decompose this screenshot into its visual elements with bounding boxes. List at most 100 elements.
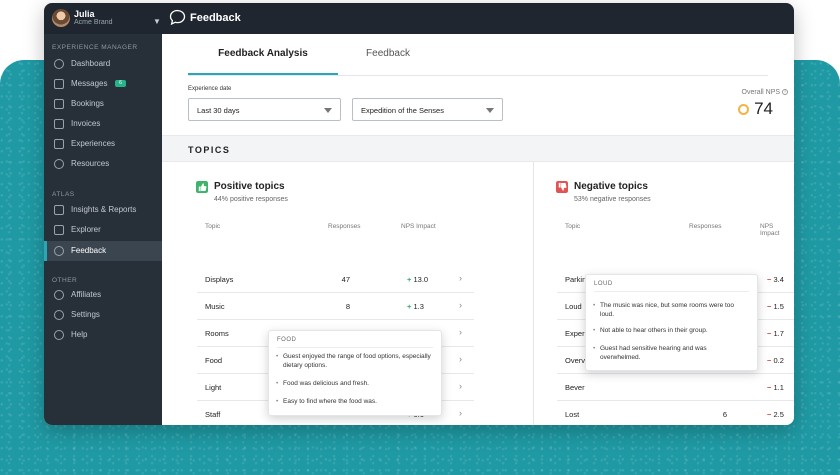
affiliates-icon [54, 290, 64, 300]
sidebar-item-dashboard[interactable]: Dashboard [44, 54, 162, 74]
table-row[interactable]: Displays 47 + 13.0 › [197, 266, 474, 293]
sidebar-item-help[interactable]: Help [44, 325, 162, 345]
topic-cell: Rooms [205, 329, 229, 338]
nps-value: 74 [754, 99, 773, 118]
table-row[interactable]: Bever− 1.1› [557, 374, 794, 401]
help-icon [54, 330, 64, 340]
mail-icon [54, 79, 64, 89]
nps-impact-cell: − 2.5 [767, 410, 784, 419]
dashboard-icon [54, 59, 64, 69]
thumbs-down-icon [556, 181, 568, 193]
col-responses: Responses [689, 223, 722, 230]
col-responses: Responses [328, 223, 361, 230]
experience-date-label: Experience date [188, 86, 232, 92]
avatar [52, 9, 70, 27]
responses-cell: 47 [341, 275, 350, 284]
sidebar-section-atlas: ATLAS [52, 191, 75, 198]
topic-cell: Food [205, 356, 223, 365]
table-row[interactable]: Overv− 0.2› [557, 347, 794, 374]
sidebar-item-feedback[interactable]: Feedback [44, 241, 162, 261]
nps-impact-cell: − 1.7 [767, 329, 784, 338]
sidebar-item-bookings[interactable]: Bookings [44, 94, 162, 114]
dropdown-arrow-icon [324, 108, 332, 113]
tooltip-item: Guest had sensitive hearing and was over… [593, 345, 747, 362]
chevron-right-icon[interactable]: › [459, 327, 462, 337]
user-brand: Acme Brand [74, 19, 113, 26]
tooltip-item: Easy to find where the food was. [276, 398, 431, 407]
sidebar: EXPERIENCE MANAGER Dashboard Messages 6 … [44, 34, 162, 425]
table-row[interactable]: Music 8 + 1.3 › [197, 293, 474, 320]
sidebar-item-resources[interactable]: Resources [44, 154, 162, 174]
chevron-right-icon[interactable]: › [459, 300, 462, 310]
tooltip-item: Guest enjoyed the range of food options,… [276, 353, 431, 370]
chevron-right-icon[interactable]: › [459, 273, 462, 283]
calendar-icon [54, 99, 64, 109]
positive-title: Positive topics [214, 181, 285, 192]
negative-title: Negative topics [574, 181, 648, 192]
topic-cell: Music [205, 302, 225, 311]
sidebar-section-other: OTHER [52, 277, 78, 284]
nps-indicator-icon [738, 104, 749, 115]
resources-icon [54, 159, 64, 169]
sidebar-item-experiences[interactable]: Experiences [44, 134, 162, 154]
sidebar-item-affiliates[interactable]: Affiliates [44, 285, 162, 305]
user-name: Julia [74, 9, 95, 19]
col-topic: Topic [565, 223, 581, 230]
topic-cell: Displays [205, 275, 234, 284]
messages-badge: 6 [115, 80, 126, 87]
top-bar: Julia Acme Brand ▼ Feedback [44, 3, 794, 34]
tab-divider [188, 75, 768, 76]
dropdown-arrow-icon [486, 108, 494, 113]
positive-subtitle: 44% positive responses [214, 196, 288, 203]
sidebar-item-invoices[interactable]: Invoices [44, 114, 162, 134]
topic-cell: Light [205, 383, 222, 392]
app-window: Julia Acme Brand ▼ Feedback EXPERIENCE M… [44, 3, 794, 425]
sidebar-item-messages[interactable]: Messages 6 [44, 74, 162, 94]
negative-topics-panel: Negative topics 53% negative responses T… [535, 162, 794, 425]
main-content: Feedback Analysis Feedback Experience da… [162, 34, 794, 425]
experiences-icon [54, 139, 64, 149]
tab-feedback[interactable]: Feedback [366, 48, 410, 59]
topic-cell: Staff [205, 410, 221, 419]
nps-impact-cell: − 3.4 [767, 275, 784, 284]
thumbs-up-icon [196, 181, 208, 193]
experience-select[interactable]: Expedition of the Senses [352, 98, 503, 121]
date-range-select[interactable]: Last 30 days [188, 98, 341, 121]
tooltip-item: The music was nice, but some rooms were … [593, 302, 747, 319]
topic-cell: Loud [565, 302, 582, 311]
explorer-icon [54, 225, 64, 235]
feedback-icon [54, 246, 64, 256]
col-nps-impact: NPS Impact [401, 223, 436, 230]
chevron-right-icon[interactable]: › [459, 408, 462, 418]
nps-impact-cell: + 1.3 [407, 302, 424, 311]
chevron-down-icon[interactable]: ▼ [153, 17, 161, 26]
tab-feedback-analysis[interactable]: Feedback Analysis [218, 48, 308, 59]
topic-cell: Parking [565, 275, 591, 284]
sidebar-item-settings[interactable]: Settings [44, 305, 162, 325]
loud-tooltip: LOUD The music was nice, but some rooms … [585, 274, 758, 371]
user-menu[interactable]: Julia Acme Brand ▼ [52, 8, 162, 30]
topic-cell: Overv [565, 356, 586, 365]
tooltip-item: Not able to hear others in their group. [593, 327, 747, 336]
invoice-icon [54, 119, 64, 129]
col-nps-impact: NPS Impact [760, 223, 780, 237]
nps-impact-cell: − 1.1 [767, 383, 784, 392]
sidebar-section-experience: EXPERIENCE MANAGER [52, 44, 138, 51]
topics-header: TOPICS [162, 135, 794, 162]
feedback-bubble-icon [169, 9, 186, 26]
info-icon[interactable]: ? [782, 89, 788, 95]
nps-label: Overall NPS ? [741, 89, 788, 96]
chevron-right-icon[interactable]: › [459, 381, 462, 391]
food-tooltip: FOOD Guest enjoyed the range of food opt… [268, 330, 442, 416]
sidebar-item-explorer[interactable]: Explorer [44, 220, 162, 240]
chevron-right-icon[interactable]: › [459, 354, 462, 364]
negative-subtitle: 53% negative responses [574, 196, 651, 203]
nps-impact-cell: − 0.2 [767, 356, 784, 365]
responses-cell: 6 [722, 410, 727, 419]
responses-cell: 8 [345, 302, 350, 311]
settings-icon [54, 310, 64, 320]
active-tab-indicator [188, 73, 338, 75]
positive-topics-panel: Positive topics 44% positive responses T… [162, 162, 534, 425]
sidebar-item-insights[interactable]: Insights & Reports [44, 200, 162, 220]
